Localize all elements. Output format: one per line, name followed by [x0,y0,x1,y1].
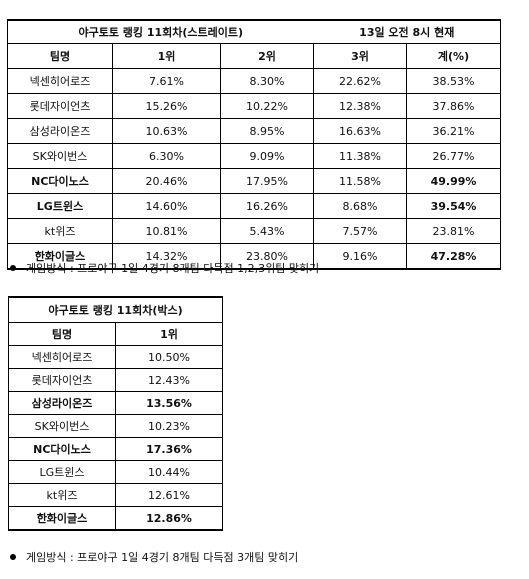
percent-cell: 17.36% [114,437,224,461]
percent-cell: 9.09% [220,143,314,169]
box-table-title: 야구토토 랭킹 11회차(박스) [7,296,224,323]
col-header-1st: 1위 [112,43,221,69]
col-header-2nd: 2위 [220,43,314,69]
percent-cell: 36.21% [405,118,502,144]
percent-cell: 10.50% [114,345,224,369]
table-row: kt위즈 10.81% 5.43% 7.57% 23.81% [7,218,502,244]
team-name-cell: SK와이번스 [8,414,116,438]
percent-cell: 12.43% [114,368,224,392]
team-name-cell: 롯데자이언츠 [8,368,116,392]
bullet-icon [10,554,16,560]
percent-cell: 7.61% [112,68,221,94]
table-row: LG트윈스 14.60% 16.26% 8.68% 39.54% [7,193,502,219]
percent-cell: 10.23% [114,414,224,438]
table-row: 삼성라이온즈 10.63% 8.95% 16.63% 36.21% [7,118,502,144]
percent-cell: 5.43% [220,218,314,244]
table-row: 한화이글스 14.32% 23.80% 9.16% 47.28% [7,243,502,270]
percent-cell: 17.95% [220,168,314,194]
table-row: 삼성라이온즈 13.56% [8,391,224,415]
percent-cell: 8.68% [313,193,407,219]
table-row: 넥센히어로즈 7.61% 8.30% 22.62% 38.53% [7,68,502,94]
percent-cell: 47.28% [405,243,502,270]
percent-cell: 49.99% [405,168,502,194]
percent-cell: 20.46% [112,168,221,194]
percent-cell: 13.56% [114,391,224,415]
team-name-cell: 넥센히어로즈 [8,345,116,369]
percent-cell: 23.81% [405,218,502,244]
col-header-total: 계(%) [405,43,502,69]
team-name-cell: 한화이글스 [7,243,113,270]
table-row: NC다이노스 20.46% 17.95% 11.58% 49.99% [7,168,502,194]
percent-cell: 10.63% [112,118,221,144]
percent-cell: 39.54% [405,193,502,219]
team-name-cell: SK와이번스 [7,143,113,169]
straight-header-row: 팀명 1위 2위 3위 계(%) [7,43,502,69]
team-name-cell: NC다이노스 [7,168,113,194]
percent-cell: 12.61% [114,483,224,507]
straight-ranking-table: 야구토토 랭킹 11회차(스트레이트) 13일 오전 8시 현재 팀명 1위 2… [7,19,502,270]
straight-table-title: 야구토토 랭킹 11회차(스트레이트) [7,19,314,44]
team-name-cell: 넥센히어로즈 [7,68,113,94]
col-header-1st: 1위 [114,322,224,346]
team-name-cell: kt위즈 [8,483,116,507]
box-game-rule-note: 게임방식 : 프로야구 1일 4경기 8개팀 다득점 3개팀 맞히기 [10,549,298,565]
col-header-team: 팀명 [7,43,113,69]
team-name-cell: NC다이노스 [8,437,116,461]
percent-cell: 38.53% [405,68,502,94]
percent-cell: 9.16% [313,243,407,270]
percent-cell: 12.38% [313,93,407,119]
bullet-icon [10,265,16,271]
percent-cell: 26.77% [405,143,502,169]
percent-cell: 10.22% [220,93,314,119]
table-row: SK와이번스 10.23% [8,414,224,438]
percent-cell: 22.62% [313,68,407,94]
percent-cell: 16.63% [313,118,407,144]
table-row: kt위즈 12.61% [8,483,224,507]
team-name-cell: LG트윈스 [7,193,113,219]
percent-cell: 8.30% [220,68,314,94]
table-row: SK와이번스 6.30% 9.09% 11.38% 26.77% [7,143,502,169]
percent-cell: 11.38% [313,143,407,169]
percent-cell: 11.58% [313,168,407,194]
team-name-cell: kt위즈 [7,218,113,244]
percent-cell: 16.26% [220,193,314,219]
straight-note-text: 게임방식 : 프로야구 1일 4경기 8개팀 다득점 1,2,3위팀 맞히기 [26,262,320,275]
box-header-row: 팀명 1위 [8,322,224,346]
table-row: 롯데자이언츠 12.43% [8,368,224,392]
table-row: LG트윈스 10.44% [8,460,224,484]
percent-cell: 12.86% [114,506,224,531]
table-row: 한화이글스 12.86% [8,506,224,531]
table-row: NC다이노스 17.36% [8,437,224,461]
percent-cell: 37.86% [405,93,502,119]
col-header-3rd: 3위 [313,43,407,69]
timestamp: 13일 오전 8시 현재 [313,19,502,44]
team-name-cell: 롯데자이언츠 [7,93,113,119]
team-name-cell: 삼성라이온즈 [7,118,113,144]
table-row: 롯데자이언츠 15.26% 10.22% 12.38% 37.86% [7,93,502,119]
percent-cell: 10.81% [112,218,221,244]
straight-game-rule-note: 게임방식 : 프로야구 1일 4경기 8개팀 다득점 1,2,3위팀 맞히기 [10,260,319,276]
percent-cell: 14.60% [112,193,221,219]
percent-cell: 15.26% [112,93,221,119]
percent-cell: 14.32% [112,243,221,270]
team-name-cell: 삼성라이온즈 [8,391,116,415]
box-note-text: 게임방식 : 프로야구 1일 4경기 8개팀 다득점 3개팀 맞히기 [26,551,299,564]
percent-cell: 8.95% [220,118,314,144]
percent-cell: 6.30% [112,143,221,169]
col-header-team: 팀명 [8,322,116,346]
percent-cell: 23.80% [220,243,314,270]
team-name-cell: 한화이글스 [8,506,116,531]
percent-cell: 7.57% [313,218,407,244]
table-row: 넥센히어로즈 10.50% [8,345,224,369]
team-name-cell: LG트윈스 [8,460,116,484]
percent-cell: 10.44% [114,460,224,484]
box-ranking-table: 야구토토 랭킹 11회차(박스) 팀명 1위 넥센히어로즈 10.50% 롯데자이언… [7,296,224,531]
